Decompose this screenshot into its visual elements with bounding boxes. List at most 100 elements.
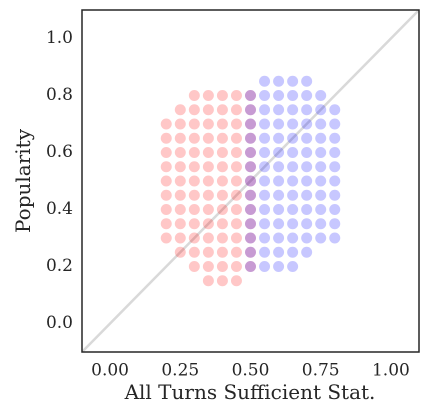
x-tick-label: 1.00 xyxy=(372,361,410,381)
point xyxy=(188,189,200,201)
point xyxy=(174,104,186,116)
point xyxy=(287,75,299,87)
point xyxy=(202,261,214,272)
point xyxy=(245,132,256,144)
point xyxy=(202,132,214,144)
point xyxy=(230,161,242,173)
point xyxy=(174,246,186,258)
point xyxy=(287,204,299,215)
y-tick-label: 0.2 xyxy=(46,256,73,276)
point xyxy=(315,218,327,230)
point xyxy=(245,218,256,230)
point xyxy=(315,147,327,158)
x-axis-label: All Turns Sufficient Stat. xyxy=(124,380,376,404)
point xyxy=(329,175,341,187)
point xyxy=(273,104,285,116)
point xyxy=(160,189,172,201)
point xyxy=(245,232,256,244)
point xyxy=(287,147,299,158)
point xyxy=(216,232,228,244)
x-tick-label: 0.25 xyxy=(161,361,199,381)
point xyxy=(188,246,200,258)
point xyxy=(273,189,285,201)
point xyxy=(230,232,242,244)
point xyxy=(174,118,186,130)
point xyxy=(174,175,186,187)
point xyxy=(202,189,214,201)
point xyxy=(315,90,327,101)
point xyxy=(230,189,242,201)
point xyxy=(273,161,285,173)
point xyxy=(259,104,271,116)
point xyxy=(174,147,186,158)
point xyxy=(259,189,271,201)
point xyxy=(245,161,256,173)
point xyxy=(160,132,172,144)
point xyxy=(273,204,285,215)
point xyxy=(287,104,299,116)
point xyxy=(273,175,285,187)
point xyxy=(245,261,256,272)
point xyxy=(259,161,271,173)
point xyxy=(259,147,271,158)
point xyxy=(216,104,228,116)
point xyxy=(245,189,256,201)
point xyxy=(245,189,256,201)
point xyxy=(287,118,299,130)
point xyxy=(245,246,256,258)
point xyxy=(216,147,228,158)
point xyxy=(259,75,271,87)
point xyxy=(315,132,327,144)
point xyxy=(301,218,313,230)
point xyxy=(174,132,186,144)
point xyxy=(160,232,172,244)
point xyxy=(216,118,228,130)
point xyxy=(230,132,242,144)
point xyxy=(259,261,271,272)
point xyxy=(301,104,313,116)
point xyxy=(160,118,172,130)
point xyxy=(160,147,172,158)
point xyxy=(301,147,313,158)
point xyxy=(230,118,242,130)
point xyxy=(329,132,341,144)
point xyxy=(245,204,256,215)
point xyxy=(259,204,271,215)
point xyxy=(329,232,341,244)
point xyxy=(245,175,256,187)
point xyxy=(301,204,313,215)
point xyxy=(216,275,228,287)
point xyxy=(273,246,285,258)
y-tick-label: 0.4 xyxy=(46,199,73,219)
point xyxy=(259,218,271,230)
point xyxy=(287,175,299,187)
point xyxy=(245,175,256,187)
point xyxy=(245,118,256,130)
point xyxy=(273,90,285,101)
point xyxy=(216,175,228,187)
point xyxy=(301,232,313,244)
point xyxy=(216,246,228,258)
point xyxy=(259,90,271,101)
point xyxy=(174,189,186,201)
point xyxy=(287,161,299,173)
point xyxy=(174,218,186,230)
point xyxy=(259,118,271,130)
point xyxy=(301,118,313,130)
y-tick-label: 1.0 xyxy=(46,28,73,48)
point xyxy=(230,104,242,116)
point xyxy=(230,147,242,158)
point xyxy=(287,132,299,144)
point xyxy=(230,261,242,272)
point xyxy=(245,232,256,244)
point xyxy=(315,232,327,244)
point xyxy=(315,104,327,116)
point xyxy=(287,189,299,201)
point xyxy=(259,232,271,244)
point xyxy=(216,261,228,272)
point xyxy=(273,261,285,272)
point xyxy=(301,175,313,187)
point xyxy=(329,118,341,130)
point xyxy=(188,147,200,158)
